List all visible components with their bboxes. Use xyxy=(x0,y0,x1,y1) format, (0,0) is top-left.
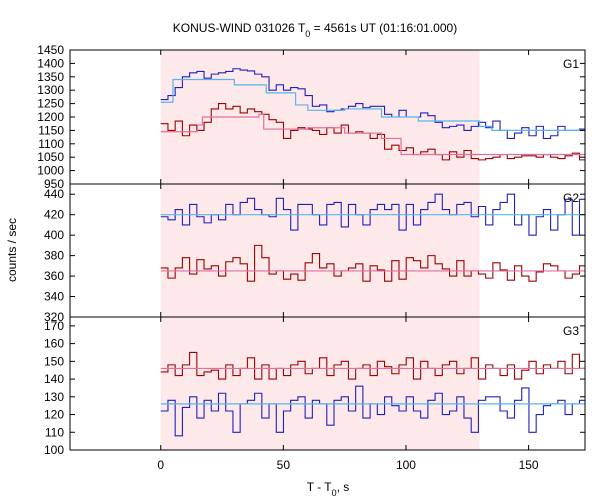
panel-g1-y-tick-label: 1300 xyxy=(37,83,64,97)
panel-g2-y-tick-label: 340 xyxy=(44,290,64,304)
panel-g3-series-group xyxy=(160,351,585,437)
x-tick-label: 0 xyxy=(157,458,164,472)
panel-g3-y-tick-label: 120 xyxy=(44,408,64,422)
panel-g3-frame xyxy=(69,316,586,451)
panel-g1-y-tick-label: 1400 xyxy=(37,56,64,70)
panel-g1-y-tick-label: 1450 xyxy=(37,43,64,57)
panel-g1-y-tick-label: 950 xyxy=(44,177,64,191)
y-axis-label: counts / sec xyxy=(5,218,19,282)
chart-title-subscript: 0 xyxy=(305,29,310,39)
panel-g1-y-tick-label: 1050 xyxy=(37,150,64,164)
x-tick-label: 50 xyxy=(277,458,291,472)
x-tick-label: 100 xyxy=(396,458,416,472)
panel-g2-series-red xyxy=(160,244,585,282)
panel-g1-series-lightblue xyxy=(160,78,585,131)
x-axis-label: T - T0, s xyxy=(307,480,350,498)
chart-title: KONUS-WIND 031026 T0 = 4561s UT (01:16:0… xyxy=(173,21,457,39)
panel-g3-y-tick-label: 170 xyxy=(44,319,64,333)
panel-g1-series-pink xyxy=(160,113,585,156)
panel-g2-label: G2 xyxy=(563,191,579,205)
panel-g3-label: G3 xyxy=(563,324,579,338)
panel-g1-y-tick-label: 1100 xyxy=(38,137,64,151)
panel-g1-y-tick-label: 1000 xyxy=(37,164,64,178)
panel-g2-series-blue xyxy=(160,193,585,236)
panel-g2-y-tick-label: 400 xyxy=(44,228,64,242)
panel-g1-y-tick-label: 1200 xyxy=(37,110,64,124)
panel-g1-y-tick-label: 1150 xyxy=(38,123,64,137)
panel-g1-series-blue xyxy=(160,68,585,139)
x-axis-label-rest: , s xyxy=(337,480,350,494)
chart-title-main: KONUS-WIND 031026 T xyxy=(173,21,306,35)
panel-g1-y-tick-label: 1350 xyxy=(37,70,64,84)
panel-g3-y-tick-label: 160 xyxy=(44,337,64,351)
panel-g2-y-tick-label: 440 xyxy=(44,187,64,201)
panel-g2-y-tick-label: 320 xyxy=(44,310,64,324)
panel-g3-y-tick-label: 110 xyxy=(45,425,64,439)
panel-g2-y-tick-label: 360 xyxy=(44,269,64,283)
panel-g2-y-tick-label: 380 xyxy=(44,249,64,263)
x-axis-label-main: T - T xyxy=(307,480,333,494)
panel-g1-label: G1 xyxy=(563,57,579,71)
chart-title-rest: = 4561s UT (01:16:01.000) xyxy=(310,21,457,35)
panel-g1-series-red xyxy=(160,103,585,161)
panels-group: 9501000105011001150120012501300135014001… xyxy=(37,43,586,472)
panel-g1-y-tick-label: 1250 xyxy=(37,97,64,111)
panel-g2-y-tick-label: 420 xyxy=(44,208,64,222)
x-axis-label-subscript: 0 xyxy=(332,488,337,498)
panel-g2-series-group xyxy=(160,193,585,282)
panel-g3-y-tick-label: 150 xyxy=(44,354,64,368)
panel-g3-y-tick-label: 140 xyxy=(44,372,64,386)
panel-g1-series-group xyxy=(160,68,585,161)
panel-g3-y-tick-label: 100 xyxy=(44,443,64,457)
panel-g3-y-tick-label: 130 xyxy=(44,390,64,404)
x-tick-label: 150 xyxy=(519,458,539,472)
